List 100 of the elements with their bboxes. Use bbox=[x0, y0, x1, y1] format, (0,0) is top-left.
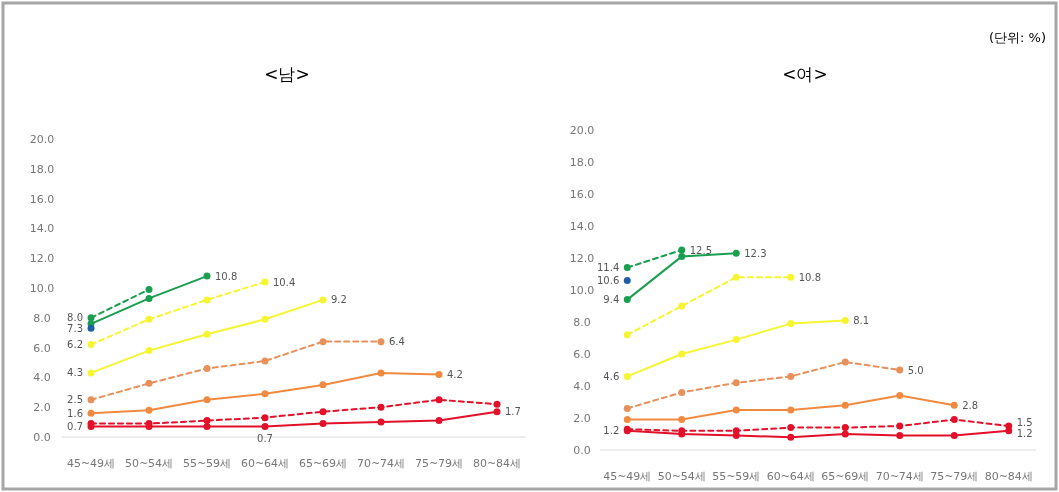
x-tick-label: 50~54세 bbox=[657, 470, 706, 483]
data-label: 10.4 bbox=[273, 276, 296, 288]
point bbox=[377, 403, 385, 411]
point bbox=[145, 294, 153, 302]
data-label: 1.6 bbox=[67, 407, 83, 419]
x-tick-label: 80~84세 bbox=[472, 457, 522, 470]
point bbox=[732, 432, 740, 440]
x-tick-label: 65~69세 bbox=[821, 470, 870, 483]
data-label: 0.7 bbox=[257, 432, 273, 444]
point bbox=[377, 418, 385, 426]
y-tick-label: 2.0 bbox=[573, 412, 591, 425]
point bbox=[319, 408, 327, 416]
point bbox=[896, 392, 904, 400]
point bbox=[261, 278, 269, 286]
point bbox=[203, 296, 211, 304]
y-tick-label: 14.0 bbox=[569, 220, 595, 233]
data-label: 1.5 bbox=[1016, 417, 1033, 429]
x-tick-label: 55~59세 bbox=[712, 470, 761, 483]
data-label: 4.6 bbox=[603, 370, 620, 382]
point bbox=[787, 406, 795, 414]
data-label: 12.5 bbox=[689, 244, 713, 256]
data-label: 11.4 bbox=[596, 262, 620, 274]
y-tick-label: 0.0 bbox=[573, 444, 591, 457]
data-label: 5.0 bbox=[907, 364, 924, 376]
data-label: 12.3 bbox=[744, 247, 767, 259]
point bbox=[145, 379, 153, 387]
data-label: 10.6 bbox=[596, 274, 620, 286]
data-label: 1.7 bbox=[505, 406, 521, 418]
y-tick-label: 10.0 bbox=[29, 282, 55, 295]
point bbox=[261, 315, 269, 323]
point bbox=[841, 424, 849, 432]
text: (단위: %) bbox=[988, 30, 1046, 45]
point bbox=[623, 416, 631, 424]
data-label: 9.4 bbox=[603, 294, 620, 306]
x-tick-label: 75~79세 bbox=[930, 470, 979, 483]
point bbox=[203, 423, 211, 431]
y-tick-label: 12.0 bbox=[29, 252, 55, 266]
data-label: 8.0 bbox=[67, 312, 83, 324]
point bbox=[896, 422, 904, 430]
data-label: 0.7 bbox=[67, 421, 83, 433]
x-tick-label: 45~49세 bbox=[66, 457, 116, 470]
point bbox=[623, 276, 631, 284]
point bbox=[787, 372, 795, 380]
point bbox=[678, 416, 686, 424]
y-tick-label: 18.0 bbox=[29, 162, 55, 176]
y-tick-label: 6.0 bbox=[33, 341, 51, 355]
point bbox=[203, 364, 211, 372]
point bbox=[319, 381, 327, 389]
point bbox=[896, 432, 904, 440]
y-tick-label: 20.0 bbox=[29, 133, 55, 146]
point bbox=[732, 406, 740, 414]
data-label: 1.2 bbox=[603, 425, 620, 437]
point bbox=[787, 424, 795, 432]
chart-title: <남> bbox=[264, 64, 310, 84]
point bbox=[493, 408, 501, 416]
point bbox=[377, 369, 385, 377]
point bbox=[377, 338, 385, 346]
point bbox=[87, 324, 95, 332]
y-tick-label: 18.0 bbox=[569, 156, 595, 169]
data-label: 1.2 bbox=[1016, 428, 1033, 440]
point bbox=[841, 358, 849, 366]
point bbox=[87, 396, 95, 404]
point bbox=[203, 272, 211, 280]
point bbox=[623, 296, 631, 304]
point bbox=[145, 285, 153, 293]
point bbox=[623, 372, 631, 380]
data-label: 2.5 bbox=[67, 394, 83, 406]
x-tick-label: 55~59세 bbox=[182, 457, 232, 470]
data-label: 6.2 bbox=[67, 339, 83, 351]
chart-title: <여> bbox=[782, 64, 828, 84]
point bbox=[678, 252, 686, 260]
point bbox=[87, 341, 95, 349]
data-label: 6.4 bbox=[389, 336, 405, 348]
point bbox=[145, 347, 153, 355]
point bbox=[678, 388, 686, 396]
x-tick-label: 80~84세 bbox=[984, 470, 1033, 483]
x-tick-label: 50~54세 bbox=[124, 457, 174, 470]
y-tick-label: 4.0 bbox=[573, 380, 591, 393]
point bbox=[841, 316, 849, 324]
y-tick-label: 8.0 bbox=[573, 316, 591, 329]
point bbox=[841, 430, 849, 438]
point bbox=[319, 420, 327, 428]
point bbox=[319, 296, 327, 304]
point bbox=[732, 273, 740, 281]
x-tick-label: 75~79세 bbox=[414, 457, 464, 470]
x-tick-label: 60~64세 bbox=[240, 457, 290, 470]
point bbox=[950, 432, 958, 440]
point bbox=[787, 433, 795, 441]
data-label: 4.2 bbox=[447, 368, 463, 380]
y-tick-label: 8.0 bbox=[33, 311, 51, 325]
x-tick-label: 70~74세 bbox=[356, 457, 406, 470]
point bbox=[435, 370, 443, 378]
point bbox=[261, 390, 269, 398]
point bbox=[787, 320, 795, 328]
data-label: 2.8 bbox=[962, 399, 979, 411]
y-tick-label: 12.0 bbox=[569, 252, 595, 265]
y-tick-label: 4.0 bbox=[33, 371, 51, 385]
point bbox=[319, 338, 327, 346]
point bbox=[623, 404, 631, 412]
y-tick-label: 0.0 bbox=[33, 431, 51, 444]
